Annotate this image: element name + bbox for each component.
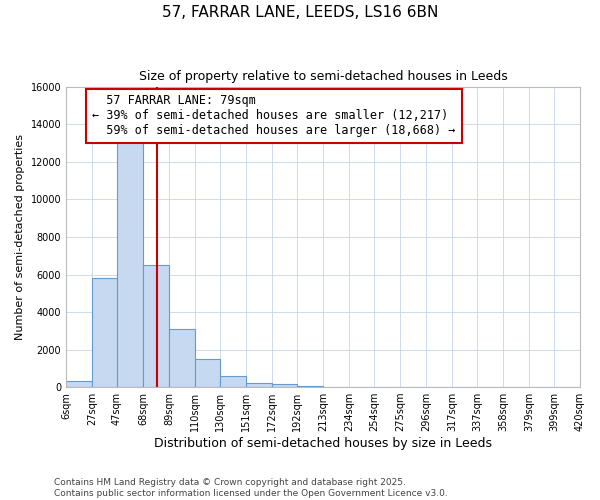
Bar <box>195 359 220 387</box>
Bar <box>92 278 117 387</box>
Text: 57 FARRAR LANE: 79sqm  
← 39% of semi-detached houses are smaller (12,217)
  59%: 57 FARRAR LANE: 79sqm ← 39% of semi-deta… <box>92 94 455 138</box>
Text: Contains HM Land Registry data © Crown copyright and database right 2025.
Contai: Contains HM Land Registry data © Crown c… <box>54 478 448 498</box>
Text: 57, FARRAR LANE, LEEDS, LS16 6BN: 57, FARRAR LANE, LEEDS, LS16 6BN <box>162 5 438 20</box>
Y-axis label: Number of semi-detached properties: Number of semi-detached properties <box>15 134 25 340</box>
Bar <box>117 142 143 387</box>
Bar <box>323 386 349 387</box>
Bar <box>143 265 169 387</box>
X-axis label: Distribution of semi-detached houses by size in Leeds: Distribution of semi-detached houses by … <box>154 437 492 450</box>
Bar <box>220 376 246 387</box>
Bar <box>169 329 195 387</box>
Bar <box>297 386 323 387</box>
Title: Size of property relative to semi-detached houses in Leeds: Size of property relative to semi-detach… <box>139 70 508 83</box>
Bar <box>66 382 92 387</box>
Bar <box>246 384 272 387</box>
Bar <box>272 384 297 387</box>
